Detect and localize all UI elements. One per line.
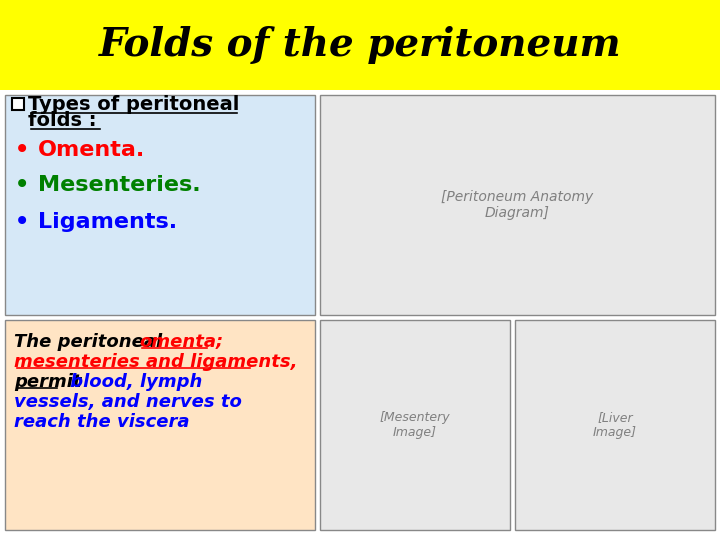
Text: Mesenteries.: Mesenteries. (38, 175, 201, 195)
Text: Omenta.: Omenta. (38, 140, 145, 160)
Text: [Peritoneum Anatomy
Diagram]: [Peritoneum Anatomy Diagram] (441, 190, 593, 220)
FancyBboxPatch shape (320, 320, 510, 530)
Text: •: • (14, 171, 30, 199)
FancyBboxPatch shape (0, 0, 720, 90)
Text: •: • (14, 208, 30, 236)
FancyBboxPatch shape (5, 320, 315, 530)
FancyBboxPatch shape (320, 95, 715, 315)
Text: Folds of the peritoneum: Folds of the peritoneum (99, 26, 621, 64)
Bar (12, 98, 24, 110)
Text: mesenteries and ligaments,: mesenteries and ligaments, (14, 353, 297, 371)
Text: vessels, and nerves to: vessels, and nerves to (14, 393, 242, 411)
FancyBboxPatch shape (5, 95, 315, 315)
Text: [Liver
Image]: [Liver Image] (593, 411, 637, 439)
Text: permit: permit (14, 373, 81, 391)
FancyBboxPatch shape (515, 320, 715, 530)
Text: Types of peritoneal: Types of peritoneal (28, 94, 239, 113)
Text: folds :: folds : (28, 111, 96, 130)
Text: reach the viscera: reach the viscera (14, 413, 189, 431)
Text: omenta;: omenta; (139, 333, 223, 351)
Text: Ligaments.: Ligaments. (38, 212, 177, 232)
Text: blood, lymph: blood, lymph (64, 373, 202, 391)
Text: The peritoneal: The peritoneal (14, 333, 168, 351)
Text: •: • (14, 136, 30, 164)
Text: [Mesentery
Image]: [Mesentery Image] (379, 411, 450, 439)
